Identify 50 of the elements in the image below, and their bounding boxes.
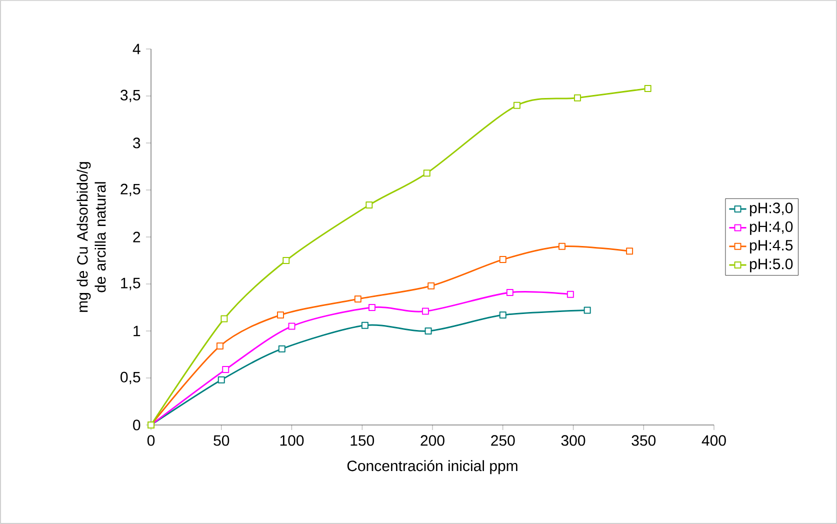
point: [584, 306, 591, 314]
y-axis-title: mg de Cu Adsorbido/g de arcilla natural: [76, 162, 106, 312]
y-tick-label: 3,5: [120, 90, 140, 102]
point: [278, 345, 286, 352]
y-tick-label: 3: [133, 138, 140, 148]
point: [424, 327, 432, 334]
x-tick-label: 300: [561, 435, 586, 446]
y-tick-label: 1: [134, 326, 140, 336]
point: [499, 312, 506, 319]
x-tick-label: 350: [632, 435, 656, 446]
x-tick-label: 150: [350, 435, 374, 446]
point: [626, 248, 634, 255]
point: [428, 282, 435, 290]
point: [220, 315, 228, 322]
point: [574, 94, 581, 102]
point: [222, 366, 230, 374]
point: [288, 322, 296, 330]
point: [361, 322, 368, 329]
legend-label: pH:4,0: [750, 221, 793, 235]
point: [506, 288, 514, 296]
y-tick-label: 2: [133, 232, 140, 242]
x-tick-label: 200: [420, 435, 444, 446]
y-tick-label: 4: [132, 44, 140, 54]
y-tick-label: 1,5: [121, 278, 140, 290]
point: [513, 102, 520, 109]
point: [216, 342, 224, 350]
x-tick-label: 250: [491, 435, 515, 446]
point: [499, 256, 506, 264]
legend-label: pH:5.0: [750, 258, 793, 272]
y-tick-label: 0,5: [120, 372, 140, 384]
y-tick-label: 0: [133, 420, 140, 430]
point: [423, 170, 430, 177]
x-tick-label: 0: [147, 435, 155, 446]
x-tick-label: 50: [214, 435, 230, 446]
point: [354, 296, 362, 303]
legend-label: pH:4.5: [750, 240, 793, 254]
x-tick-label: 100: [280, 435, 304, 446]
point: [422, 308, 429, 315]
x-axis-title: Concentración inicial ppm: [347, 460, 518, 474]
point: [644, 84, 652, 92]
point: [218, 376, 225, 384]
point: [282, 256, 290, 264]
point: [368, 304, 376, 311]
point: [366, 202, 373, 209]
point: [566, 290, 574, 298]
y-tick-label: 2,5: [120, 184, 140, 196]
x-tick-label: 400: [702, 435, 726, 446]
point: [276, 312, 284, 319]
legend-label: pH:3,0: [750, 202, 793, 216]
point: [558, 242, 566, 250]
